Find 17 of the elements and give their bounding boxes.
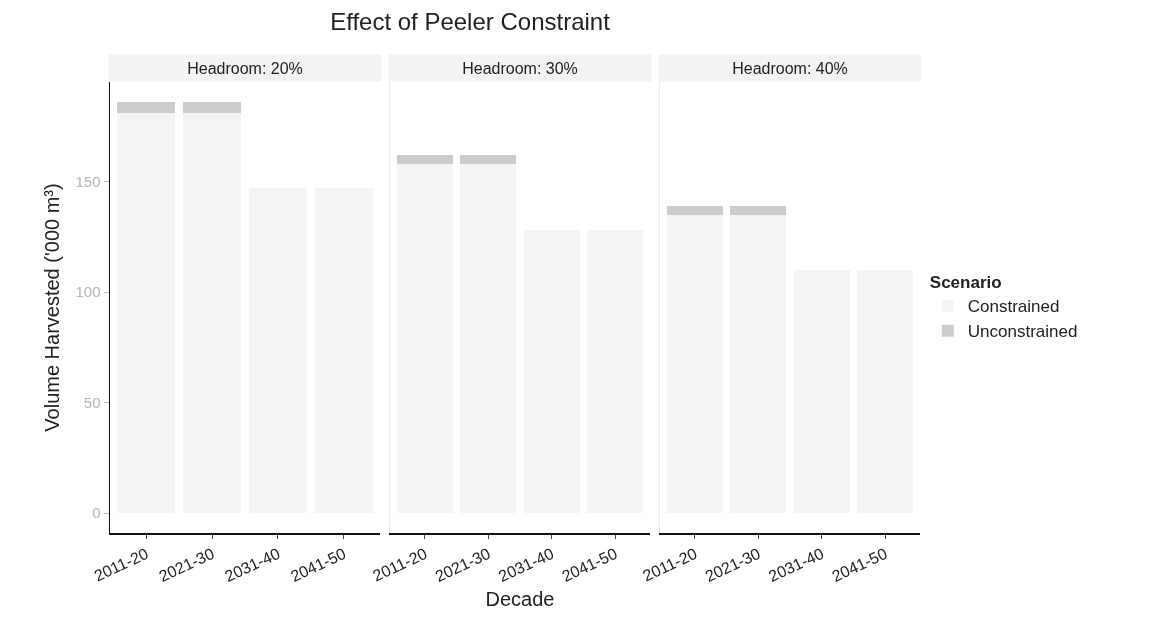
chart-subtitle: Headroom: 40%: [732, 59, 848, 77]
bar: [183, 101, 242, 113]
legend-label: Unconstrained: [967, 322, 1078, 342]
x-axis-title: Decade: [485, 587, 555, 610]
bar: [117, 112, 176, 514]
bar: [183, 112, 242, 514]
chart-subtitle: Headroom: 30%: [462, 59, 578, 77]
legend-label: Constrained: [967, 297, 1060, 317]
y-tick-label: 150: [75, 172, 101, 190]
y-axis-title: Volume Harvested ('000 m³): [41, 183, 64, 432]
y-tick-label: 50: [83, 393, 101, 411]
chart-title: Effect of Peeler Constraint: [329, 8, 611, 36]
chart-subtitle: Headroom: 20%: [187, 59, 303, 77]
y-tick-label: 0: [92, 504, 101, 522]
legend-title: Scenario: [929, 273, 1002, 293]
y-tick-label: 100: [75, 283, 101, 301]
bar: [117, 101, 176, 113]
